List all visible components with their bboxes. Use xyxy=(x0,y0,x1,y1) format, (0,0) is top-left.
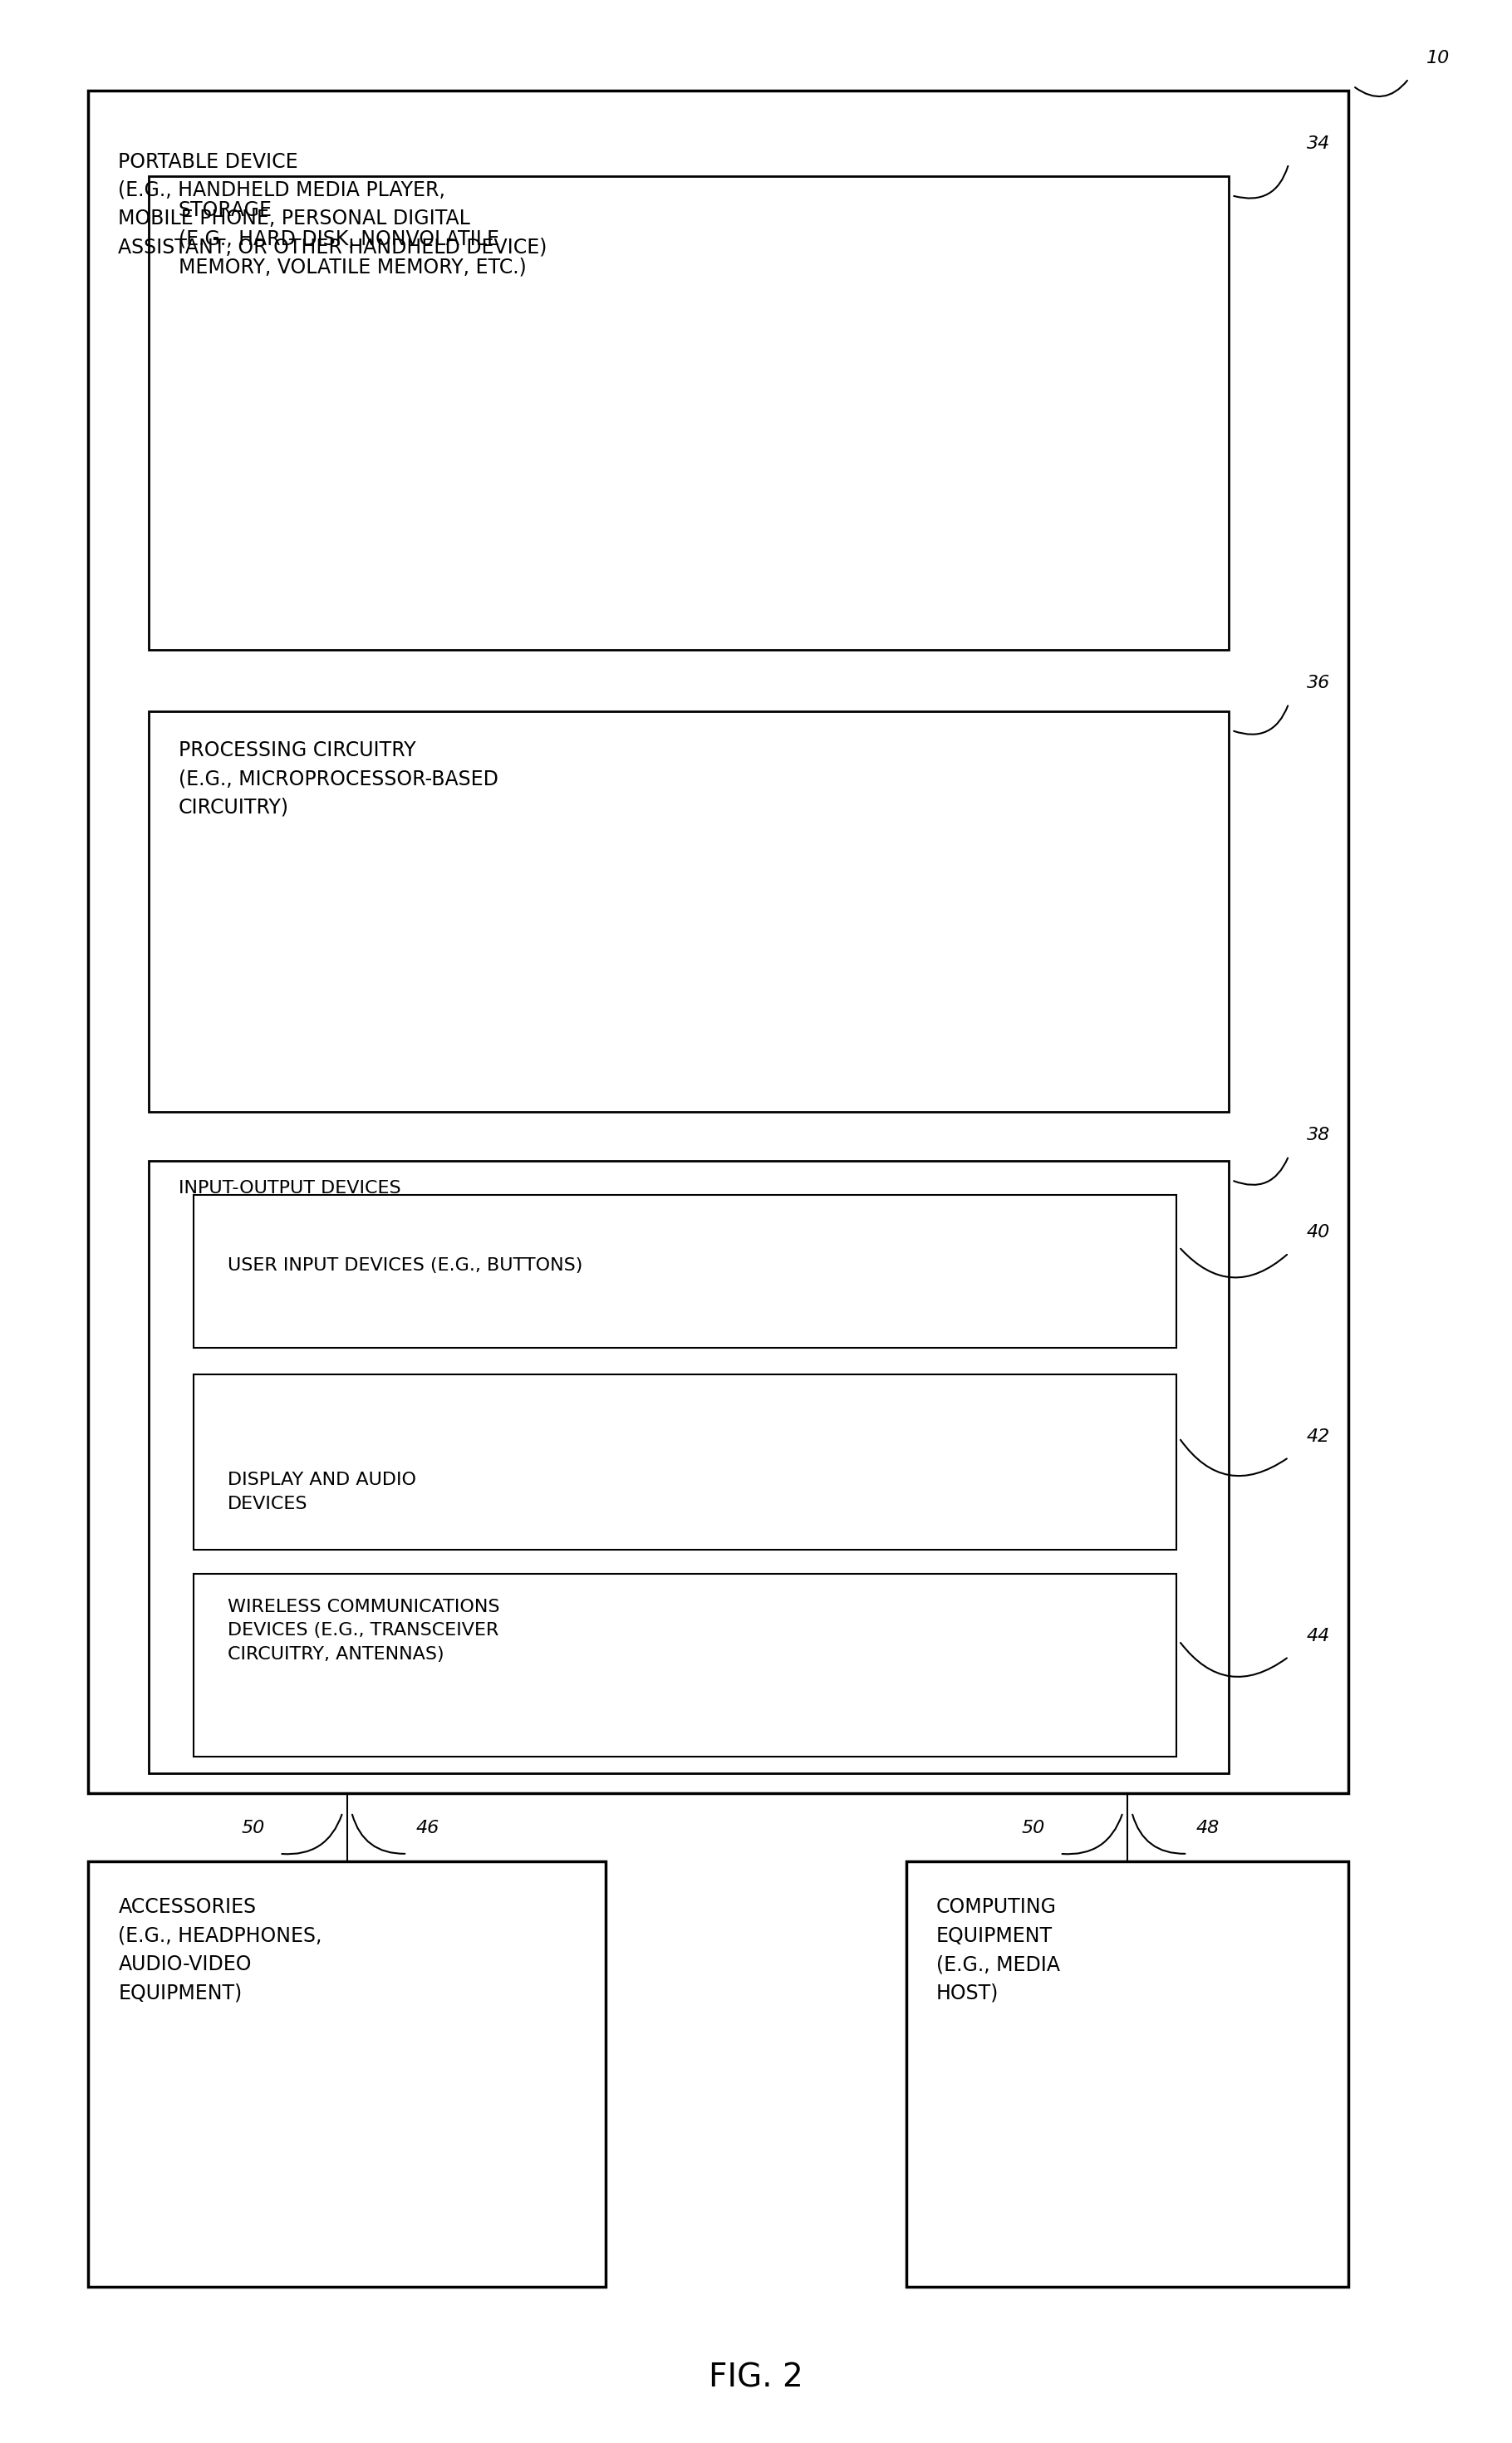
Text: COMPUTING
EQUIPMENT
(E.G., MEDIA
HOST): COMPUTING EQUIPMENT (E.G., MEDIA HOST) xyxy=(936,1898,1060,2003)
Text: 46: 46 xyxy=(416,1820,440,1837)
Text: PROCESSING CIRCUITRY
(E.G., MICROPROCESSOR-BASED
CIRCUITRY): PROCESSING CIRCUITRY (E.G., MICROPROCESS… xyxy=(178,740,497,818)
FancyBboxPatch shape xyxy=(148,176,1229,650)
FancyBboxPatch shape xyxy=(148,711,1229,1112)
Text: 10: 10 xyxy=(1427,49,1450,66)
FancyBboxPatch shape xyxy=(906,1862,1349,2287)
Text: PORTABLE DEVICE
(E.G., HANDHELD MEDIA PLAYER,
MOBILE PHONE, PERSONAL DIGITAL
ASS: PORTABLE DEVICE (E.G., HANDHELD MEDIA PL… xyxy=(118,151,547,257)
Text: INPUT-OUTPUT DEVICES: INPUT-OUTPUT DEVICES xyxy=(178,1180,401,1197)
FancyBboxPatch shape xyxy=(88,1862,606,2287)
Text: USER INPUT DEVICES (E.G., BUTTONS): USER INPUT DEVICES (E.G., BUTTONS) xyxy=(228,1258,584,1273)
Text: 34: 34 xyxy=(1306,134,1331,151)
Text: FIG. 2: FIG. 2 xyxy=(709,2362,803,2394)
FancyBboxPatch shape xyxy=(148,1160,1229,1774)
Text: 50: 50 xyxy=(1022,1820,1045,1837)
Text: WIRELESS COMMUNICATIONS
DEVICES (E.G., TRANSCEIVER
CIRCUITRY, ANTENNAS): WIRELESS COMMUNICATIONS DEVICES (E.G., T… xyxy=(228,1598,500,1664)
Text: STORAGE
(E.G., HARD DISK, NONVOLATILE
MEMORY, VOLATILE MEMORY, ETC.): STORAGE (E.G., HARD DISK, NONVOLATILE ME… xyxy=(178,200,526,279)
Text: DISPLAY AND AUDIO
DEVICES: DISPLAY AND AUDIO DEVICES xyxy=(228,1473,416,1512)
Text: 36: 36 xyxy=(1306,674,1331,691)
FancyBboxPatch shape xyxy=(194,1375,1176,1549)
FancyBboxPatch shape xyxy=(194,1573,1176,1757)
Text: 50: 50 xyxy=(240,1820,265,1837)
Text: 40: 40 xyxy=(1306,1224,1331,1241)
Text: 44: 44 xyxy=(1306,1627,1331,1644)
Text: ACCESSORIES
(E.G., HEADPHONES,
AUDIO-VIDEO
EQUIPMENT): ACCESSORIES (E.G., HEADPHONES, AUDIO-VID… xyxy=(118,1898,322,2003)
Text: 42: 42 xyxy=(1306,1429,1331,1446)
Text: 48: 48 xyxy=(1196,1820,1220,1837)
Text: 38: 38 xyxy=(1306,1126,1331,1143)
FancyBboxPatch shape xyxy=(194,1195,1176,1349)
FancyBboxPatch shape xyxy=(88,90,1349,1793)
